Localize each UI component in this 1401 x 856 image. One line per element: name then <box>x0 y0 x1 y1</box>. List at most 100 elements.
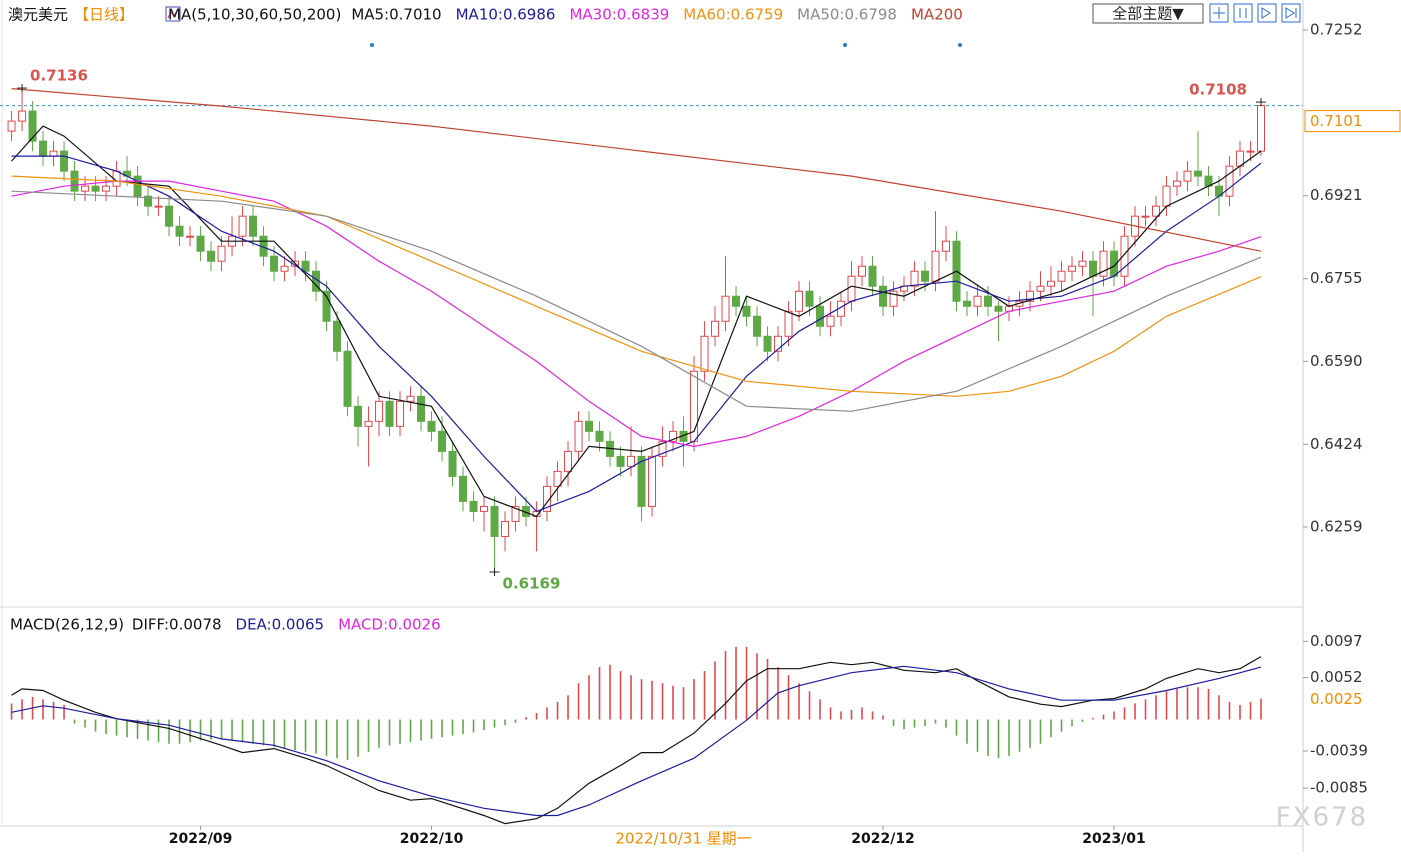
legend-label: 【日线】 <box>74 6 134 24</box>
toolbar-icons <box>1209 3 1301 23</box>
theme-button-label[interactable]: 全部主题▼ <box>1112 5 1184 23</box>
candle-body <box>973 295 982 307</box>
candle-body <box>364 420 373 427</box>
legend-label: MA10:0.6986 <box>456 6 556 24</box>
candle-body <box>417 395 426 422</box>
ma-line <box>11 155 1262 513</box>
candle-body <box>574 420 583 452</box>
candle-body <box>984 295 993 307</box>
candle-body <box>1246 150 1255 153</box>
ma-line <box>11 175 1262 397</box>
candle-body <box>543 485 552 512</box>
y-tick-label: 0.0097 <box>1310 632 1363 650</box>
candle-body <box>385 400 394 427</box>
candle-body <box>1120 235 1129 277</box>
layout-icon[interactable] <box>1281 3 1301 23</box>
candle-body <box>564 450 573 472</box>
macd-value-label: 0.0025 <box>1310 690 1363 708</box>
legend-label: MA60:0.6759 <box>683 6 783 24</box>
candle-body <box>165 205 174 227</box>
legend-label: MA(5,10,30,60,50,200) <box>168 6 341 24</box>
x-tick-label: 2022/12 <box>851 831 915 847</box>
candle-body <box>469 500 478 512</box>
icon-glyphs <box>1213 7 1297 19</box>
extreme-label: 0.7108 <box>1189 81 1247 99</box>
candle-body <box>70 170 79 192</box>
candle-body <box>942 240 951 252</box>
candle-body <box>459 475 468 502</box>
candle-body <box>511 505 520 522</box>
candle-body <box>1152 205 1161 217</box>
candle-body <box>826 315 835 327</box>
candle-body <box>480 505 489 512</box>
event-dot <box>958 43 962 47</box>
x-tick-label: 2022/10 <box>400 831 464 847</box>
candle-body <box>774 335 783 352</box>
candle-body <box>238 215 247 237</box>
event-dot <box>370 43 374 47</box>
candle-body <box>81 185 90 192</box>
candle-body <box>154 205 163 208</box>
layout-icon[interactable] <box>1233 3 1253 23</box>
candle-body <box>1057 270 1066 282</box>
candle-body <box>805 290 814 307</box>
y-tick-label: 0.6259 <box>1310 517 1363 535</box>
y-tick-label: 0.7252 <box>1310 21 1363 39</box>
candle-body <box>669 430 678 442</box>
last-price-box <box>1304 110 1401 133</box>
ma-line <box>11 88 1262 252</box>
candle-body <box>301 260 310 272</box>
candle-body <box>91 185 100 192</box>
candle-body <box>711 320 720 337</box>
candle-body <box>354 405 363 427</box>
y-tick-label: 0.6590 <box>1310 352 1363 370</box>
candle-body <box>270 255 279 272</box>
legend-label: MA5:0.7010 <box>351 6 441 24</box>
candle-body <box>427 420 436 432</box>
candle-body <box>553 470 562 487</box>
watermark: FX678 <box>1276 803 1368 833</box>
candle-body <box>963 300 972 307</box>
candle-body <box>28 110 37 142</box>
theme-button[interactable] <box>1092 3 1204 24</box>
candle-body <box>175 225 184 237</box>
event-dot <box>843 43 847 47</box>
candle-body <box>1194 170 1203 177</box>
candle-body <box>784 310 793 337</box>
candle-body <box>1099 250 1108 277</box>
candle-body <box>627 455 636 467</box>
candle-body <box>1162 185 1171 207</box>
candle-body <box>438 430 447 452</box>
candle-body <box>585 420 594 432</box>
legend-label: 澳元美元 <box>8 6 68 24</box>
candle-body <box>868 265 877 287</box>
x-tick-label: 2023/01 <box>1082 831 1146 847</box>
candle-body <box>375 400 384 422</box>
ma-line <box>11 125 1262 518</box>
candle-body <box>658 440 667 457</box>
candle-body <box>1183 170 1192 182</box>
extreme-label: 0.6169 <box>503 574 561 592</box>
candle-body <box>847 275 856 302</box>
candle-body <box>186 235 195 238</box>
candle-body <box>858 265 867 277</box>
ma-line <box>11 665 1262 817</box>
y-tick-label: 0.6755 <box>1310 269 1363 287</box>
candle-body <box>795 290 804 312</box>
layout-icon[interactable] <box>1257 3 1277 23</box>
candle-body <box>102 185 111 192</box>
candle-body <box>753 315 762 337</box>
legend-label: MA50:0.6798 <box>797 6 897 24</box>
candle-body <box>1257 105 1266 152</box>
y-tick-label: 0.0052 <box>1310 668 1363 686</box>
candle-body <box>1225 165 1234 197</box>
ma-line <box>11 656 1262 825</box>
candle-body <box>763 335 772 352</box>
candle-body <box>1173 180 1182 187</box>
candle-body <box>595 430 604 442</box>
candle-body <box>700 335 709 372</box>
candle-body <box>816 305 825 327</box>
icon-line <box>167 8 179 19</box>
candle-body <box>732 295 741 307</box>
